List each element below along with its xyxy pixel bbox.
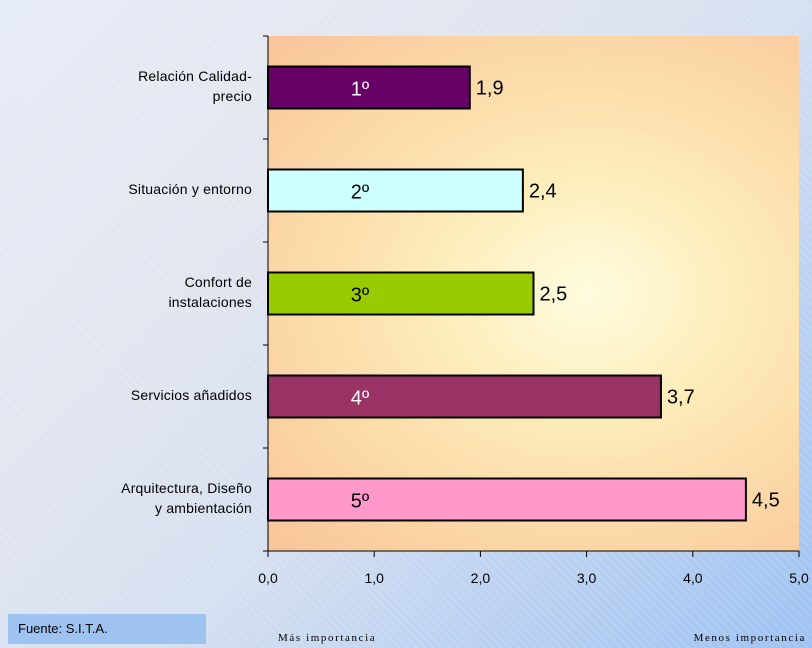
bar	[267, 271, 535, 316]
rank-label: 1º	[351, 79, 370, 101]
x-tick-label: 3,0	[577, 570, 597, 586]
x-caption-right: Menos importancia	[693, 632, 806, 644]
category-label-line: Servicios añadidos	[130, 386, 252, 403]
category-label: Situación y entorno	[82, 179, 252, 199]
bar	[267, 374, 662, 419]
category-label-line: Confort de	[184, 273, 252, 290]
category-label-line: Arquitectura, Diseño	[121, 479, 252, 496]
rank-label: 3º	[351, 285, 370, 307]
x-tick-label: 1,0	[364, 570, 384, 586]
category-label-line: instalaciones	[168, 293, 252, 310]
rank-label: 4º	[351, 388, 370, 410]
category-label-line: y ambientación	[155, 499, 252, 516]
bar	[267, 168, 524, 213]
data-label: 4,5	[752, 490, 780, 512]
rank-label: 2º	[351, 182, 370, 204]
category-label: Confort de instalaciones	[82, 272, 252, 312]
data-label: 2,4	[529, 181, 557, 203]
x-tick-label: 2,0	[471, 570, 491, 586]
bar	[267, 65, 471, 110]
category-label: Servicios añadidos	[82, 385, 252, 405]
category-label-line: Relación Calidad-	[138, 67, 252, 84]
data-label: 3,7	[667, 387, 695, 409]
category-label-line: Situación y entorno	[128, 180, 252, 197]
data-label: 1,9	[476, 78, 504, 100]
data-label: 2,5	[540, 284, 568, 306]
rank-label: 5º	[351, 491, 370, 513]
source-note: Fuente: S.I.T.A.	[8, 614, 206, 644]
x-tick-label: 0,0	[258, 570, 278, 586]
category-label-line: precio	[212, 87, 252, 104]
x-caption-left: Más importancia	[278, 632, 377, 644]
category-label: Arquitectura, Diseño y ambientación	[82, 478, 252, 518]
x-tick-label: 5,0	[789, 570, 809, 586]
x-tick-label: 4,0	[683, 570, 703, 586]
bar	[267, 477, 747, 522]
category-label: Relación Calidad-precio	[82, 66, 252, 106]
